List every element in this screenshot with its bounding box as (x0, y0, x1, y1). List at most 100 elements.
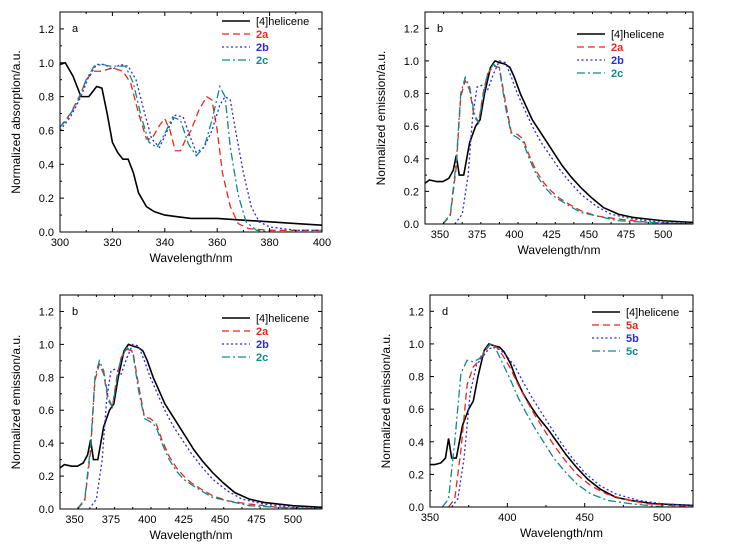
legend-entry: 2b (256, 339, 269, 351)
y-tick-label: 1.2 (409, 306, 424, 318)
x-axis-label: Wavelength/nm (150, 251, 233, 265)
x-tick-label: 400 (505, 229, 523, 241)
plot-frame (59, 11, 323, 233)
series-line-2c (60, 63, 322, 232)
chart-panel-1: 350 375 400 425 450 475 500 0.0 0.2 0.4 0.6 0.8 1.0 1… (374, 11, 694, 257)
chart-panel-2: 350 375 400 425 450 475 500 0.0 0.2 0.4 0.6 0.8 1.0 1… (9, 294, 323, 542)
y-tick-label: 0.0 (404, 219, 419, 231)
y-tick-label: 0.2 (39, 471, 54, 483)
y-tick-label: 0.0 (409, 502, 424, 514)
series-line-5a (448, 343, 693, 507)
legend-entry: 2b (611, 55, 624, 67)
series-line-2c (442, 63, 693, 224)
panel-label: b (437, 23, 443, 35)
y-tick-label: 1.2 (39, 24, 54, 36)
legend-entry: 2a (256, 326, 269, 338)
series-line-2b (454, 60, 693, 224)
plot-frame (429, 294, 694, 508)
legend-entry: [4]helicene (626, 307, 679, 319)
legend-entry: 5a (626, 320, 639, 332)
series-line-4helicene (430, 342, 693, 507)
y-tick-label: 0.6 (39, 125, 54, 137)
x-tick-label: 450 (580, 229, 598, 241)
x-tick-label: 350 (431, 229, 449, 241)
y-tick-label: 1.0 (409, 339, 424, 351)
plot-frame (59, 294, 323, 510)
y-tick-label: 0.2 (404, 186, 419, 198)
x-tick-label: 300 (51, 237, 69, 249)
x-tick-label: 450 (211, 514, 229, 526)
x-tick-label: 375 (468, 229, 486, 241)
series-line-2c (76, 346, 322, 509)
x-tick-label: 400 (498, 512, 516, 524)
x-tick-label: 320 (103, 237, 121, 249)
y-tick-label: 0.4 (404, 154, 419, 166)
x-tick-label: 350 (65, 514, 83, 526)
series-line-5c (441, 342, 693, 507)
y-axis-label: Normalized emission/a.u. (374, 51, 388, 186)
y-tick-label: 0.8 (404, 89, 419, 101)
y-tick-label: 1.2 (39, 306, 54, 318)
x-tick-label: 350 (421, 512, 439, 524)
x-tick-label: 425 (175, 514, 193, 526)
x-tick-label: 425 (542, 229, 560, 241)
plot-frame (424, 11, 694, 225)
x-axis-label: Wavelength/nm (518, 243, 601, 257)
x-tick-label: 475 (617, 229, 635, 241)
series-line-5b (451, 346, 693, 507)
series-line-2a (76, 348, 322, 509)
legend-entry: [4]helicene (611, 29, 664, 41)
legend-entry: 2c (256, 55, 268, 67)
series-line-4helicene (60, 343, 322, 509)
legend-entry: [4]helicene (256, 16, 309, 28)
x-tick-label: 380 (260, 237, 278, 249)
y-tick-label: 0.0 (39, 504, 54, 516)
y-tick-label: 0.2 (39, 193, 54, 205)
legend-entry: 2b (256, 42, 269, 54)
series-line-4helicene (425, 59, 693, 224)
legend-entry: 5c (626, 346, 638, 358)
x-tick-label: 340 (156, 237, 174, 249)
chart-panel-3: 350 400 450 500 0.0 0.2 0.4 0.6 0.8 1.0 1.2 Wavelen… (379, 294, 694, 540)
x-tick-label: 400 (138, 514, 156, 526)
x-tick-label: 450 (576, 512, 594, 524)
panel-label: d (442, 306, 448, 318)
legend-entry: [4]helicene (256, 313, 309, 325)
x-axis-label: Wavelength/nm (150, 528, 233, 542)
y-tick-label: 1.2 (404, 23, 419, 35)
x-axis-label: Wavelength/nm (520, 526, 603, 540)
y-axis-label: Normalized absorption/a.u. (9, 50, 23, 193)
panel-label: a (72, 23, 79, 35)
y-tick-label: 0.4 (39, 159, 54, 171)
y-tick-label: 0.0 (39, 227, 54, 239)
legend-entry: 2c (611, 68, 623, 80)
y-tick-label: 0.8 (409, 372, 424, 384)
legend-entry: 5b (626, 333, 639, 345)
x-tick-label: 500 (653, 512, 671, 524)
series-line-2a (442, 65, 693, 224)
series-line-4helicene (60, 61, 322, 227)
series-line-2b (88, 343, 322, 509)
y-tick-label: 0.8 (39, 92, 54, 104)
legend-entry: 2a (611, 42, 624, 54)
y-axis-label: Normalized emission/a.u. (9, 335, 23, 470)
x-tick-label: 375 (102, 514, 120, 526)
y-tick-label: 1.0 (404, 56, 419, 68)
x-tick-label: 475 (247, 514, 265, 526)
y-tick-label: 0.2 (409, 469, 424, 481)
legend-entry: 2a (256, 29, 269, 41)
x-tick-label: 500 (284, 514, 302, 526)
x-tick-label: 360 (208, 237, 226, 249)
y-axis-label: Normalized emission/a.u. (379, 334, 393, 469)
y-tick-label: 1.0 (39, 58, 54, 70)
x-tick-label: 500 (654, 229, 672, 241)
legend-entry: 2c (256, 352, 268, 364)
series-line-2a (60, 67, 322, 231)
series-line-2b (60, 63, 322, 231)
chart-panel-0: 300 320 340 360 380 400 0.0 0.2 0.4 0.6 0.8 1.0 1.2 W… (9, 11, 331, 265)
y-tick-label: 0.6 (39, 405, 54, 417)
x-tick-label: 400 (313, 237, 331, 249)
y-tick-label: 0.6 (404, 121, 419, 133)
y-tick-label: 0.6 (409, 404, 424, 416)
